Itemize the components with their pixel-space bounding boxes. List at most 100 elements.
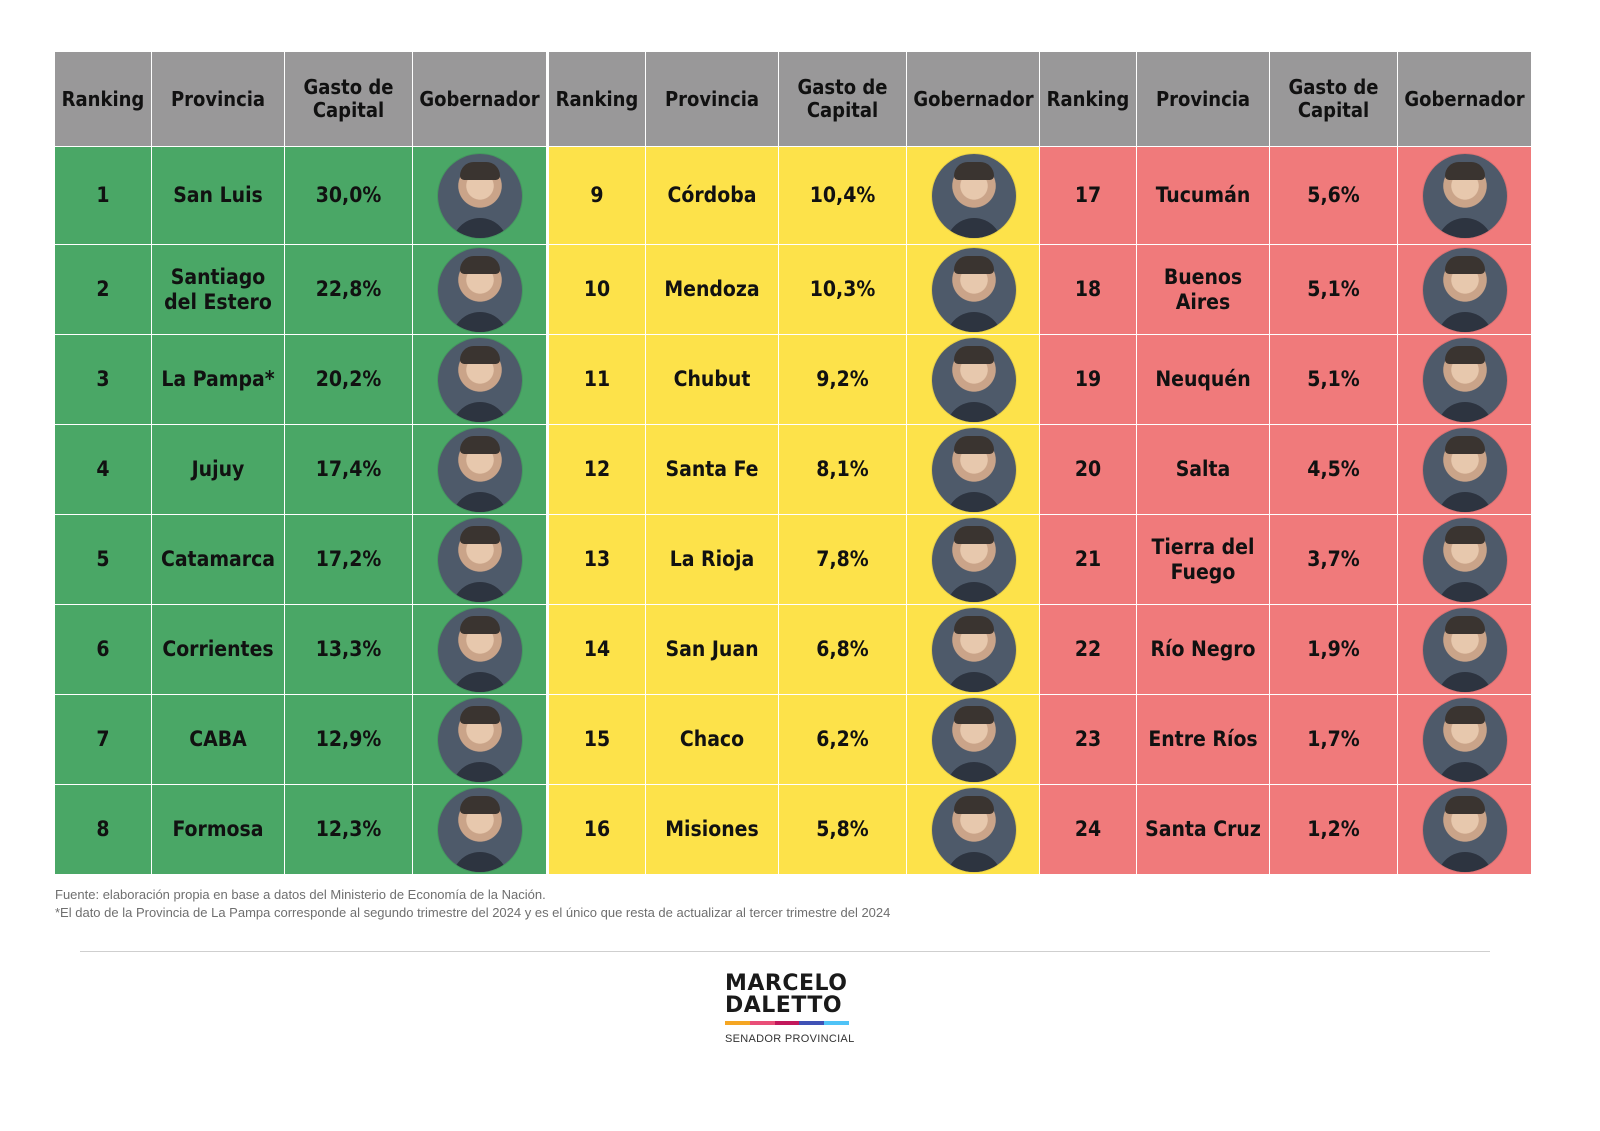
provincia-cell: San Juan xyxy=(645,604,779,695)
rank-cell: 19 xyxy=(1039,334,1137,425)
gobernador-cell xyxy=(412,604,547,695)
governor-photo xyxy=(437,337,522,422)
provincia-cell: Córdoba xyxy=(645,146,779,245)
provincia-cell: Entre Ríos xyxy=(1136,694,1270,785)
gobernador-cell xyxy=(906,604,1041,695)
table-row: 16 Misiones 5,8% xyxy=(548,784,1041,875)
header-provincia: Provincia xyxy=(645,51,779,147)
header-row: Ranking Provincia Gasto de Capital Gobernad… xyxy=(54,51,547,147)
table-row: 11 Chubut 9,2% xyxy=(548,334,1041,425)
governor-photo xyxy=(1422,247,1507,332)
table-row: 22 Río Negro 1,9% xyxy=(1039,604,1532,695)
governor-photo xyxy=(437,247,522,332)
gasto-cell: 13,3% xyxy=(284,604,413,695)
logo-subtitle: SENADOR PROVINCIAL xyxy=(725,1033,855,1045)
gasto-cell: 20,2% xyxy=(284,334,413,425)
governor-photo xyxy=(1422,153,1507,238)
table-row: 7 CABA 12,9% xyxy=(54,694,547,785)
header-gasto: Gasto de Capital xyxy=(778,51,907,147)
provincia-cell: Chubut xyxy=(645,334,779,425)
gobernador-cell xyxy=(1397,784,1532,875)
header-row: Ranking Provincia Gasto de Capital Gobernad… xyxy=(1039,51,1532,147)
rank-cell: 3 xyxy=(54,334,152,425)
governor-photo xyxy=(931,337,1016,422)
gobernador-cell xyxy=(906,244,1041,335)
governor-photo xyxy=(437,153,522,238)
provincia-cell: La Rioja xyxy=(645,514,779,605)
gasto-cell: 5,8% xyxy=(778,784,907,875)
gobernador-cell xyxy=(1397,604,1532,695)
rank-cell: 16 xyxy=(548,784,646,875)
header-row: Ranking Provincia Gasto de Capital Gobernad… xyxy=(548,51,1041,147)
governor-photo xyxy=(931,153,1016,238)
governor-photo xyxy=(437,787,522,872)
la-pampa-note: *El dato de la Provincia de La Pampa cor… xyxy=(55,905,891,920)
gobernador-cell xyxy=(412,694,547,785)
gasto-cell: 10,4% xyxy=(778,146,907,245)
gobernador-cell xyxy=(1397,694,1532,785)
governor-photo xyxy=(931,697,1016,782)
gasto-cell: 12,3% xyxy=(284,784,413,875)
table-row: 8 Formosa 12,3% xyxy=(54,784,547,875)
table-row: 13 La Rioja 7,8% xyxy=(548,514,1041,605)
governor-photo xyxy=(1422,697,1507,782)
provincia-cell: Tierra del Fuego xyxy=(1136,514,1270,605)
governor-photo xyxy=(1422,337,1507,422)
table-row: 15 Chaco 6,2% xyxy=(548,694,1041,785)
rank-cell: 5 xyxy=(54,514,152,605)
header-ranking: Ranking xyxy=(54,51,152,147)
rank-cell: 21 xyxy=(1039,514,1137,605)
governor-photo xyxy=(1422,607,1507,692)
rank-cell: 11 xyxy=(548,334,646,425)
provincia-cell: San Luis xyxy=(151,146,285,245)
gobernador-cell xyxy=(1397,424,1532,515)
rank-cell: 4 xyxy=(54,424,152,515)
divider xyxy=(80,951,1490,952)
ranking-table-3: Ranking Provincia Gasto de Capital Gobernad… xyxy=(1039,51,1532,875)
table-row: 18 Buenos Aires 5,1% xyxy=(1039,244,1532,335)
provincia-cell: Mendoza xyxy=(645,244,779,335)
rank-cell: 2 xyxy=(54,244,152,335)
table-row: 10 Mendoza 10,3% xyxy=(548,244,1041,335)
table-row: 5 Catamarca 17,2% xyxy=(54,514,547,605)
gasto-cell: 1,2% xyxy=(1269,784,1398,875)
governor-photo xyxy=(437,517,522,602)
rank-cell: 23 xyxy=(1039,694,1137,785)
provincia-cell: Tucumán xyxy=(1136,146,1270,245)
governor-photo xyxy=(437,427,522,512)
gobernador-cell xyxy=(412,334,547,425)
gasto-cell: 3,7% xyxy=(1269,514,1398,605)
gasto-cell: 1,7% xyxy=(1269,694,1398,785)
logo: MARCELO DALETTO SENADOR PROVINCIAL xyxy=(725,973,855,1045)
gobernador-cell xyxy=(1397,514,1532,605)
ranking-table-2: Ranking Provincia Gasto de Capital Gobernad… xyxy=(548,51,1041,875)
rank-cell: 14 xyxy=(548,604,646,695)
header-ranking: Ranking xyxy=(1039,51,1137,147)
governor-photo xyxy=(1422,787,1507,872)
ranking-table-1: Ranking Provincia Gasto de Capital Gobernad… xyxy=(54,51,547,875)
table-row: 20 Salta 4,5% xyxy=(1039,424,1532,515)
header-provincia: Provincia xyxy=(151,51,285,147)
provincia-cell: Misiones xyxy=(645,784,779,875)
gasto-cell: 5,6% xyxy=(1269,146,1398,245)
rank-cell: 20 xyxy=(1039,424,1137,515)
provincia-cell: Corrientes xyxy=(151,604,285,695)
logo-color-segment xyxy=(725,1021,750,1025)
rank-cell: 6 xyxy=(54,604,152,695)
table-row: 1 San Luis 30,0% xyxy=(54,146,547,245)
rank-cell: 12 xyxy=(548,424,646,515)
governor-photo xyxy=(931,427,1016,512)
gobernador-cell xyxy=(1397,146,1532,245)
governor-photo xyxy=(1422,427,1507,512)
provincia-cell: Buenos Aires xyxy=(1136,244,1270,335)
rank-cell: 7 xyxy=(54,694,152,785)
gobernador-cell xyxy=(412,244,547,335)
governor-photo xyxy=(931,607,1016,692)
gobernador-cell xyxy=(906,694,1041,785)
table-row: 2 Santiago del Estero 22,8% xyxy=(54,244,547,335)
provincia-cell: Jujuy xyxy=(151,424,285,515)
table-row: 14 San Juan 6,8% xyxy=(548,604,1041,695)
provincia-cell: Salta xyxy=(1136,424,1270,515)
gasto-cell: 6,8% xyxy=(778,604,907,695)
table-row: 6 Corrientes 13,3% xyxy=(54,604,547,695)
